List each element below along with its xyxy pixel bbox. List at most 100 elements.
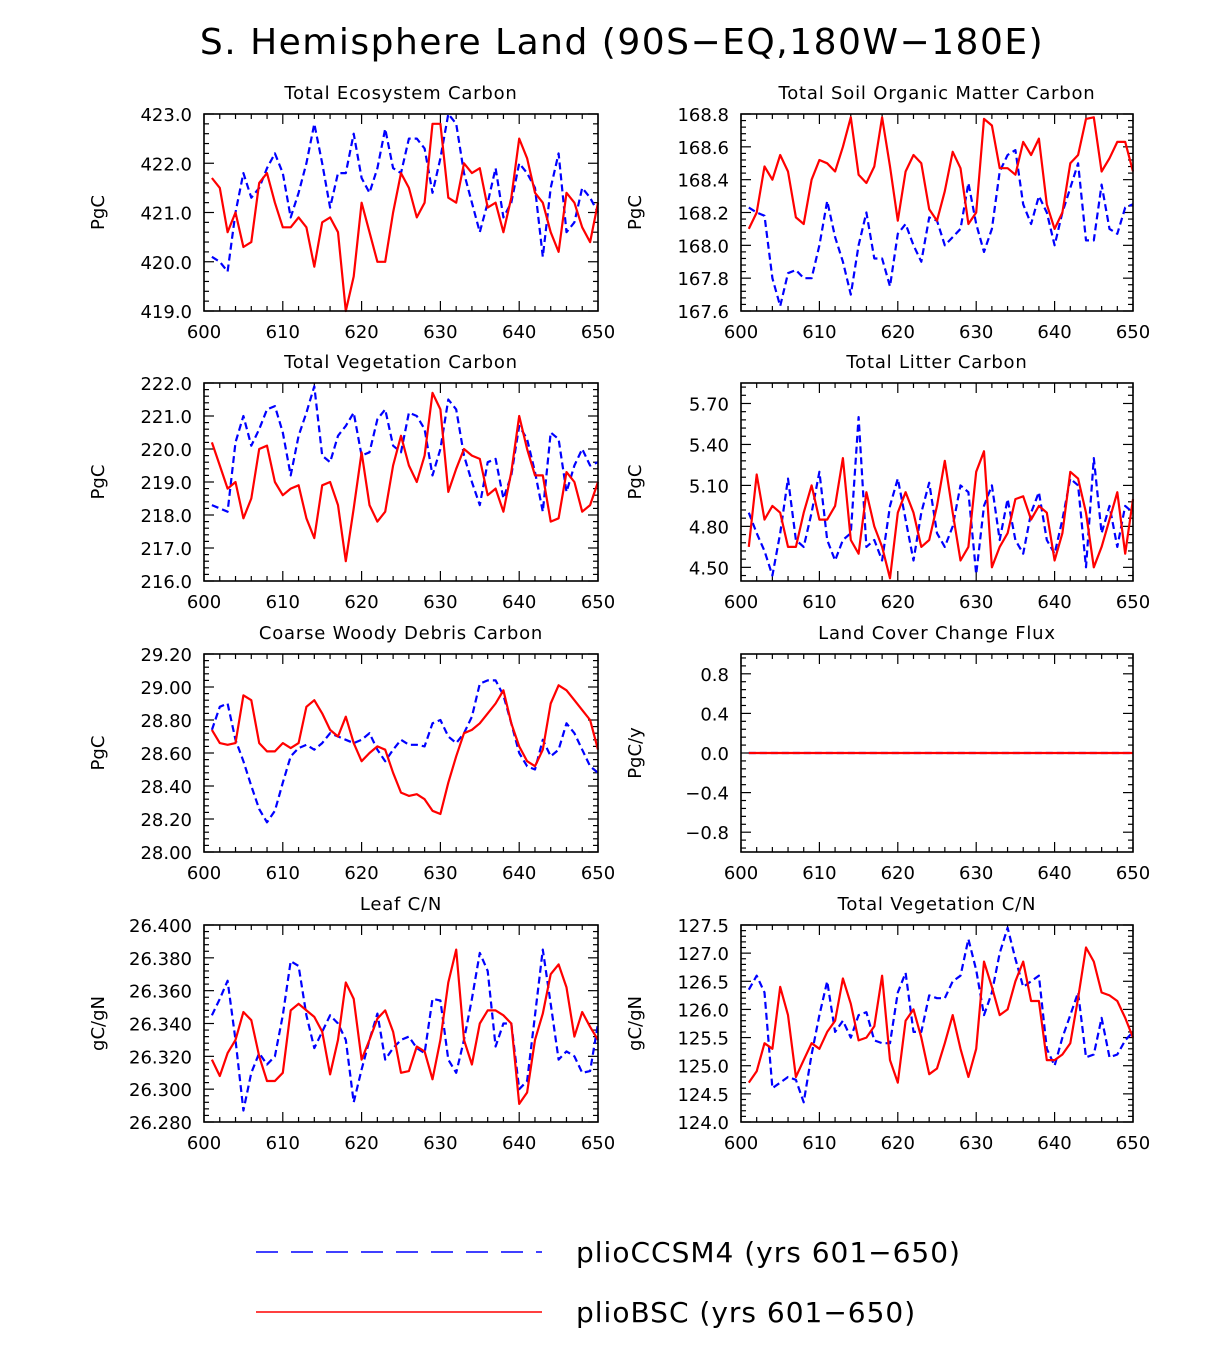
panel-total-vegetation-c-n-ytick-label: 127.5 xyxy=(677,916,729,937)
panel-total-vegetation-c-n-frame xyxy=(740,924,1134,1123)
panel-total-soil-organic-matter-carbon-ytick-label: 167.8 xyxy=(677,269,729,290)
panel-total-vegetation-carbon-xtick-label: 650 xyxy=(581,592,615,613)
figure-title: S. Hemisphere Land (90S−EQ,180W−180E) xyxy=(200,22,1044,63)
panel-leaf-c-n-series-plioCCSM4 xyxy=(210,948,600,1112)
panel-total-litter-carbon-frame xyxy=(740,382,1134,582)
panel-leaf-c-n-ytick-label: 26.300 xyxy=(129,1080,192,1101)
panel-total-litter-carbon-xtick-label: 640 xyxy=(1037,592,1071,613)
panel-land-cover-change-flux-xtick-label: 600 xyxy=(724,863,758,884)
panel-total-soil-organic-matter-carbon-title: Total Soil Organic Matter Carbon xyxy=(778,83,1096,104)
panel-coarse-woody-debris-carbon-xtick-label: 610 xyxy=(266,863,300,884)
panel-total-vegetation-c-n-series-plioCCSM4 xyxy=(747,926,1134,1104)
panel-total-vegetation-c-n-ytick-label: 126.0 xyxy=(677,1000,729,1021)
panel-land-cover-change-flux-ytick-label: 0.0 xyxy=(700,744,729,765)
panel-total-vegetation-c-n-ytick-label: 124.5 xyxy=(677,1085,729,1106)
panel-total-litter-carbon-xtick-label: 630 xyxy=(959,592,993,613)
panel-total-vegetation-carbon-title: Total Vegetation Carbon xyxy=(283,352,518,373)
panel-total-litter-carbon: Total Litter Carbon PgC 600 610 620 630 640 650… xyxy=(625,352,1150,613)
panel-leaf-c-n-series-plioBSC xyxy=(210,948,599,1106)
panel-total-vegetation-carbon-ytick-label: 218.0 xyxy=(140,506,192,527)
panel-total-vegetation-c-n-title: Total Vegetation C/N xyxy=(837,894,1037,915)
panel-land-cover-change-flux-ytick-label: 0.4 xyxy=(700,704,729,725)
panel-total-vegetation-carbon-ytick-label: 220.0 xyxy=(140,440,192,461)
panel-total-vegetation-carbon-ytick-label: 217.0 xyxy=(140,539,192,560)
panel-total-litter-carbon-ytick-label: 4.50 xyxy=(689,558,729,579)
panel-land-cover-change-flux-xtick-label: 620 xyxy=(881,863,915,884)
panel-leaf-c-n-ytick-label: 26.400 xyxy=(129,916,192,937)
panel-total-vegetation-c-n-ytick-label: 127.0 xyxy=(677,944,729,965)
panel-coarse-woody-debris-carbon-xtick-label: 650 xyxy=(581,863,615,884)
panel-land-cover-change-flux-title: Land Cover Change Flux xyxy=(818,623,1056,644)
panel-coarse-woody-debris-carbon-xtick-label: 600 xyxy=(187,863,221,884)
panel-total-litter-carbon-xtick-label: 600 xyxy=(724,592,758,613)
panel-total-ecosystem-carbon-ytick-label: 422.0 xyxy=(140,154,192,175)
panel-total-soil-organic-matter-carbon-frame xyxy=(740,113,1134,312)
panel-coarse-woody-debris-carbon-ytick-label: 28.80 xyxy=(140,711,192,732)
panel-coarse-woody-debris-carbon-ytick-label: 28.60 xyxy=(140,744,192,765)
panel-total-vegetation-c-n-xtick-label: 620 xyxy=(881,1133,915,1154)
panel-land-cover-change-flux-xtick-label: 610 xyxy=(802,863,836,884)
panel-total-vegetation-carbon-xtick-label: 610 xyxy=(266,592,300,613)
panel-land-cover-change-flux-xtick-label: 640 xyxy=(1037,863,1071,884)
panel-total-ecosystem-carbon-ylabel: PgC xyxy=(88,195,109,230)
panel-total-ecosystem-carbon-ytick-label: 419.0 xyxy=(140,302,192,323)
panel-coarse-woody-debris-carbon-xtick-label: 630 xyxy=(423,863,457,884)
panel-total-ecosystem-carbon-frame xyxy=(203,113,599,312)
panel-total-vegetation-carbon-series-plioCCSM4 xyxy=(211,385,599,513)
panels: Total Ecosystem Carbon PgC 600 610 620 630 640… xyxy=(88,83,1150,1154)
panel-leaf-c-n-xtick-label: 610 xyxy=(266,1133,300,1154)
panel-total-vegetation-c-n-ytick-label: 126.5 xyxy=(677,972,729,993)
panel-total-ecosystem-carbon-ytick-label: 420.0 xyxy=(140,253,192,274)
panel-coarse-woody-debris-carbon-ylabel: PgC xyxy=(88,736,109,771)
panel-total-soil-organic-matter-carbon: Total Soil Organic Matter Carbon PgC 600 61… xyxy=(625,83,1150,343)
panel-total-ecosystem-carbon-ytick-label: 423.0 xyxy=(140,105,192,126)
panel-land-cover-change-flux-ytick-label: −0.8 xyxy=(685,823,729,844)
panel-leaf-c-n-xtick-label: 640 xyxy=(502,1133,536,1154)
panel-total-soil-organic-matter-carbon-ytick-label: 168.2 xyxy=(677,204,729,225)
panel-total-vegetation-carbon-xtick-label: 620 xyxy=(344,592,378,613)
panel-total-soil-organic-matter-carbon-ytick-label: 168.8 xyxy=(677,105,729,126)
panel-total-vegetation-carbon-ytick-label: 216.0 xyxy=(140,572,192,593)
panel-coarse-woody-debris-carbon-xtick-label: 640 xyxy=(502,863,536,884)
panel-total-soil-organic-matter-carbon-ytick-label: 168.0 xyxy=(677,236,729,257)
panel-total-litter-carbon-series-plioBSC xyxy=(747,450,1135,580)
panel-coarse-woody-debris-carbon-frame xyxy=(203,653,599,853)
panel-land-cover-change-flux-xtick-label: 650 xyxy=(1116,863,1150,884)
panel-total-vegetation-carbon-ytick-label: 221.0 xyxy=(140,407,192,428)
panel-coarse-woody-debris-carbon-series-plioBSC xyxy=(210,684,600,816)
panel-total-litter-carbon-title: Total Litter Carbon xyxy=(845,352,1027,373)
panel-leaf-c-n-ytick-label: 26.380 xyxy=(129,949,192,970)
panel-total-ecosystem-carbon-xtick-label: 620 xyxy=(344,322,378,343)
panel-coarse-woody-debris-carbon-ytick-label: 28.40 xyxy=(140,777,192,798)
panel-total-litter-carbon-xtick-label: 620 xyxy=(881,592,915,613)
panel-coarse-woody-debris-carbon-ytick-label: 29.00 xyxy=(140,678,192,699)
panel-total-ecosystem-carbon-series-plioCCSM4 xyxy=(211,112,599,273)
panel-total-vegetation-c-n-xtick-label: 630 xyxy=(959,1133,993,1154)
panel-total-ecosystem-carbon-xtick-label: 610 xyxy=(266,322,300,343)
panel-land-cover-change-flux: Land Cover Change Flux PgC/y 600 610 620 630 6… xyxy=(625,623,1150,884)
panel-total-ecosystem-carbon-series-plioBSC xyxy=(211,122,600,313)
panel-coarse-woody-debris-carbon-title: Coarse Woody Debris Carbon xyxy=(259,623,543,644)
panel-total-vegetation-carbon-xtick-label: 600 xyxy=(187,592,221,613)
panel-total-litter-carbon-series-plioCCSM4 xyxy=(747,416,1134,577)
panel-total-vegetation-c-n-ylabel: gC/gN xyxy=(625,996,646,1051)
panel-total-litter-carbon-xtick-label: 650 xyxy=(1116,592,1150,613)
panel-leaf-c-n-ytick-label: 26.320 xyxy=(129,1047,192,1068)
panel-total-vegetation-c-n-xtick-label: 650 xyxy=(1116,1133,1150,1154)
panel-total-litter-carbon-ytick-label: 5.10 xyxy=(689,476,729,497)
panel-total-soil-organic-matter-carbon-xtick-label: 610 xyxy=(802,322,836,343)
panel-total-vegetation-c-n-ytick-label: 124.0 xyxy=(677,1113,729,1134)
panel-total-litter-carbon-ylabel: PgC xyxy=(625,465,646,500)
panel-total-soil-organic-matter-carbon-ytick-label: 168.4 xyxy=(677,171,729,192)
legend-label-plioBSC: plioBSC (yrs 601−650) xyxy=(576,1296,916,1329)
panel-land-cover-change-flux-ytick-label: 0.8 xyxy=(700,665,729,686)
panel-total-vegetation-carbon: Total Vegetation Carbon PgC 600 610 620 630 64… xyxy=(88,352,615,613)
panel-total-soil-organic-matter-carbon-xtick-label: 620 xyxy=(881,322,915,343)
panel-total-vegetation-c-n-ytick-label: 125.0 xyxy=(677,1057,729,1078)
panel-coarse-woody-debris-carbon-ytick-label: 28.20 xyxy=(140,810,192,831)
panel-total-vegetation-c-n: Total Vegetation C/N gC/gN 600 610 620 630 640… xyxy=(625,894,1150,1154)
panel-leaf-c-n-xtick-label: 600 xyxy=(187,1133,221,1154)
panel-total-ecosystem-carbon-xtick-label: 630 xyxy=(423,322,457,343)
panel-total-litter-carbon-xtick-label: 610 xyxy=(802,592,836,613)
panel-total-soil-organic-matter-carbon-xtick-label: 630 xyxy=(959,322,993,343)
